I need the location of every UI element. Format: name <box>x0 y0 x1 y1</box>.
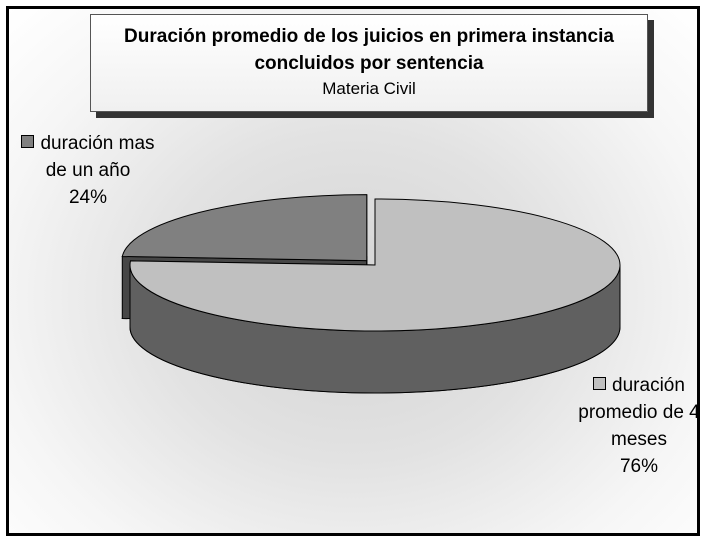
category-label: duración mas de un año <box>40 133 155 181</box>
value-label: 24% <box>68 187 108 208</box>
chart-title: Duración promedio de los juicios en prim… <box>124 26 614 74</box>
slice-label: duración mas de un año 24% <box>18 130 158 211</box>
value-label: 76% <box>619 456 659 477</box>
legend-swatch <box>21 135 35 148</box>
title-box: Duración promedio de los juicios en prim… <box>90 14 648 112</box>
chart-subtitle: Materia Civil <box>322 79 416 98</box>
legend-swatch <box>593 377 607 390</box>
category-label: duración promedio de 4 meses <box>578 375 700 450</box>
slice <box>129 198 621 332</box>
slice-label: duración promedio de 4 meses 76% <box>578 372 700 480</box>
slice <box>121 194 368 262</box>
